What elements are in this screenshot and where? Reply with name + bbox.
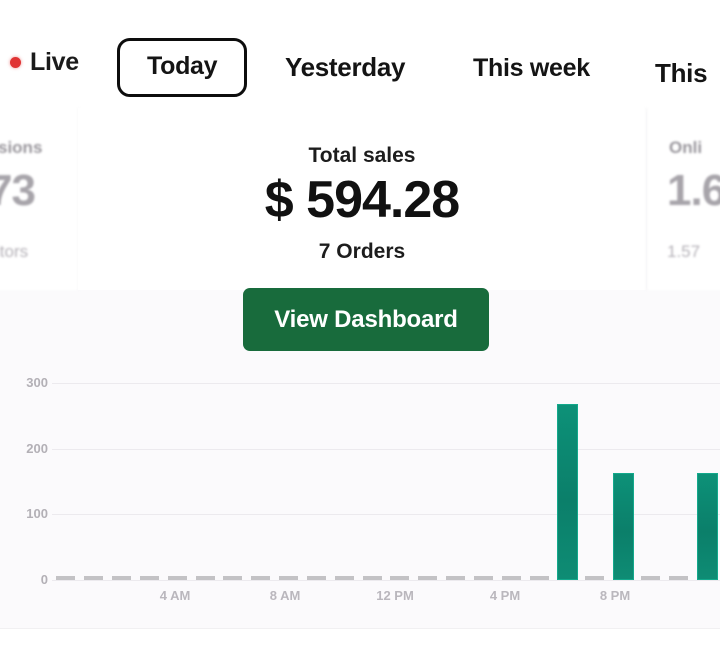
live-dot-icon — [10, 57, 21, 68]
chart-bar[interactable] — [306, 576, 326, 580]
gridline-100 — [52, 514, 720, 516]
chart-bar[interactable] — [668, 576, 688, 580]
live-indicator[interactable]: Live — [10, 48, 79, 77]
tab-yesterday[interactable]: Yesterday — [285, 52, 406, 82]
sessions-sub-label: itors — [0, 242, 29, 261]
gridline-0 — [52, 580, 720, 581]
online-store-value: 1.6 — [667, 166, 720, 215]
chart-bar[interactable] — [390, 576, 410, 580]
tab-today[interactable]: Today — [117, 38, 248, 97]
chart-bar[interactable] — [696, 473, 718, 580]
view-dashboard-button[interactable]: View Dashboard — [243, 288, 489, 351]
chart-bar[interactable] — [418, 576, 438, 580]
chart-plot-area — [52, 370, 720, 580]
chart-bar[interactable] — [139, 576, 159, 580]
chart-bar[interactable] — [473, 576, 493, 580]
online-store-sub-label: 1.57 — [667, 242, 701, 261]
chart-bar[interactable] — [112, 576, 132, 580]
total-sales-label: Total sales — [308, 144, 416, 167]
x-tick-4-am: 4 AM — [159, 588, 191, 603]
y-tick-300: 300 — [26, 375, 48, 391]
sessions-value: 73 — [0, 166, 36, 215]
chart-bar[interactable] — [84, 576, 104, 580]
chart-bar[interactable] — [195, 576, 215, 580]
chart-bar[interactable] — [585, 576, 605, 580]
total-sales-amount: $ 594.28 — [264, 171, 460, 229]
chart-bar[interactable] — [279, 576, 299, 580]
x-tick-4-pm: 4 PM — [489, 588, 521, 603]
period-tab-bar: Live Today Yesterday This week This — [0, 0, 720, 112]
order-count-label: 7 Orders — [318, 240, 406, 263]
orders-to-fulfil-bar[interactable]: 12 orders to fulfil — [0, 628, 720, 666]
chart-bar[interactable] — [501, 576, 521, 580]
y-tick-200: 200 — [26, 440, 48, 456]
chart-bar[interactable] — [167, 576, 187, 580]
chart-bar[interactable] — [557, 404, 579, 580]
x-tick-12-pm: 12 PM — [376, 588, 414, 603]
stat-card-sessions[interactable]: sions 73 itors — [0, 108, 79, 290]
gridline-300 — [52, 383, 720, 385]
stat-card-total-sales: Total sales $ 594.28 7 Orders — [78, 108, 646, 290]
chart-bar[interactable] — [334, 576, 354, 580]
chart-bar[interactable] — [362, 576, 382, 580]
x-tick-8-pm: 8 PM — [599, 588, 631, 603]
sessions-label: sions — [0, 138, 43, 157]
chart-bar[interactable] — [446, 576, 466, 580]
stat-card-online-store[interactable]: Onli 1.6 1.57 — [646, 108, 720, 290]
online-store-label: Onli — [669, 138, 703, 157]
chart-bar[interactable] — [613, 473, 635, 580]
y-tick-100: 100 — [26, 506, 48, 522]
chart-bar[interactable] — [529, 576, 549, 580]
tab-this-month[interactable]: This — [655, 58, 708, 88]
chart-bar[interactable] — [640, 576, 660, 580]
chart-bar[interactable] — [251, 576, 271, 580]
live-label: Live — [30, 48, 79, 76]
chart-bar[interactable] — [56, 576, 76, 580]
chart-bar[interactable] — [223, 576, 243, 580]
x-tick-8-am: 8 AM — [269, 588, 301, 603]
tab-this-week[interactable]: This week — [473, 54, 590, 82]
gridline-200 — [52, 448, 720, 450]
y-tick-0: 0 — [40, 572, 48, 587]
hourly-sales-bar-chart: 300 200 100 0 4 AM 8 AM 12 PM 4 PM 8 PM — [0, 370, 720, 625]
